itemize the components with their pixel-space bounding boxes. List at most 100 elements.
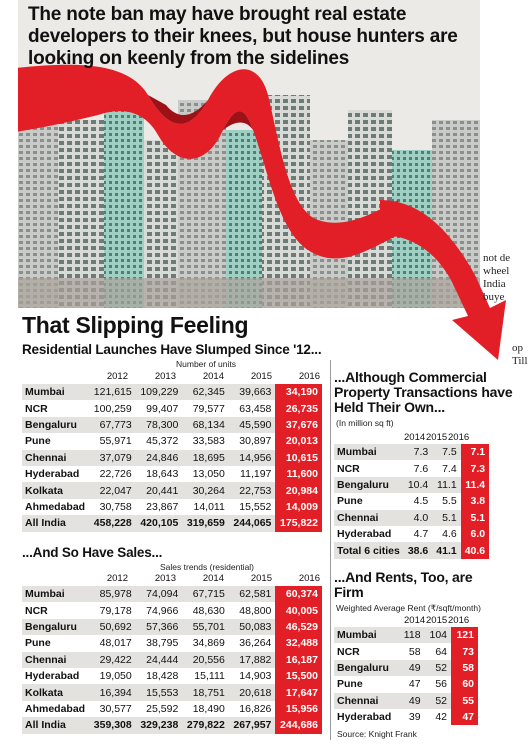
value-cell: 33,583 [192,435,225,448]
value-cell: 14,956 [228,449,276,466]
city-cell: Pune [337,678,363,691]
value-cell: 68,134 [182,416,229,434]
highlight-value-cell: 17,647 [275,684,322,701]
value-cell: 63,458 [239,402,272,415]
city-cell: Bengaluru [22,618,90,636]
value-cell: 25,592 [146,702,179,715]
year-header-spacer [22,371,84,382]
value-cell: 39,663 [228,384,276,401]
value-cell: 16,394 [89,684,136,701]
table-row: Chennai 49 52 55 [334,692,478,709]
value-cell: 78,300 [135,416,183,434]
value-cell: 15,111 [194,670,225,683]
city-cell: Pune [25,637,51,650]
highlight-value-cell: 55 [451,692,478,709]
value-cell: 7.6 [413,462,429,475]
value-cell: 49 [398,659,425,677]
value-cell: 64 [435,645,448,658]
value-cell: 62,345 [182,384,229,401]
value-cell: 57,366 [135,618,183,636]
year-label: 2014 [404,615,426,626]
highlight-value-cell: 60,374 [275,586,322,603]
highlight-value-cell: 34,190 [275,384,322,401]
value-cell: 36,264 [239,637,272,650]
value-cell: 319,659 [182,515,229,532]
city-cell: Kolkata [22,482,90,499]
value-cell: 14,011 [193,500,225,513]
value-cell: 48,630 [192,604,225,617]
main-title: That Slipping Feeling [22,312,249,338]
value-cell: 24,846 [135,449,183,466]
highlight-value-cell: 46,529 [275,618,322,636]
year-label: 2013 [154,371,176,382]
value-cell: 267,957 [228,717,276,734]
year-label: 2016 [448,615,470,626]
city-cell: Pune [25,435,51,448]
value-cell: 279,822 [182,717,229,734]
city-cell: Hyderabad [25,468,80,481]
value-cell: 11.1 [432,476,461,494]
value-cell: 458,228 [89,515,136,532]
value-cell: 24,444 [135,651,183,668]
value-cell: 18,490 [192,702,225,715]
year-header-spacer [22,573,84,584]
value-cell: 109,229 [135,384,183,401]
value-cell: 67,715 [182,586,229,603]
headline: The note ban may have brought real estat… [28,4,458,69]
value-cell: 55,701 [182,618,229,636]
city-cell: Chennai [22,449,90,466]
value-cell: 85,978 [89,586,136,603]
table-row: Hyderabad 39 42 47 [334,708,478,726]
value-cell: 74,966 [146,604,179,617]
table-row: NCR 58 64 73 [334,643,478,660]
value-cell: 38.6 [403,542,433,559]
value-cell: 16,826 [239,702,272,715]
year-label: 2015 [426,432,448,443]
value-cell: 67,773 [89,416,136,434]
value-cell: 4.5 [413,495,429,508]
value-cell: 18,428 [146,670,179,683]
year-label: 2012 [106,371,128,382]
table-row: All India 458,228 420,105 319,659 244,065 175… [22,515,322,532]
highlight-value-cell: 5.1 [460,509,490,526]
city-cell: Mumbai [334,627,399,644]
value-cell: 359,308 [89,717,136,734]
highlight-value-cell: 40.6 [460,542,490,559]
city-cell: NCR [337,645,360,658]
city-cell: Total 6 cities [334,542,404,559]
value-cell: 5.1 [432,509,461,526]
value-cell: 22,047 [89,482,136,499]
city-cell: Bengaluru [22,416,90,434]
snippet-line: op [512,342,523,354]
table-row: Total 6 cities 38.6 41.1 40.6 [334,542,490,559]
value-cell: 37,079 [89,449,136,466]
highlight-value-cell: 11,600 [275,465,322,483]
value-cell: 49 [398,692,425,709]
highlight-value-cell: 20,013 [275,433,322,450]
snippet-line: not de [483,252,511,264]
value-cell: 47 [408,678,421,691]
table-row: Chennai 29,422 24,444 20,556 17,882 16,187 [22,651,322,668]
table-row: Hyderabad 4.7 4.6 6.0 [334,525,490,543]
value-cell: 41.1 [432,542,461,559]
highlight-value-cell: 20,984 [275,482,322,499]
snippet-line: Till [512,355,528,367]
table-row: NCR 7.6 7.4 7.3 [334,460,490,477]
table-row: Chennai 4.0 5.1 5.1 [334,509,490,526]
year-label: 2014 [202,573,224,584]
table-row: Kolkata 16,394 15,553 18,751 20,618 17,647 [22,684,322,701]
value-cell: 13,050 [192,468,225,481]
table-row: Pune 48,017 38,795 34,869 36,264 32,488 [22,635,322,652]
rents-year-header: 2014 2015 2016 [334,615,472,626]
value-cell: 17,882 [228,651,276,668]
city-cell: Bengaluru [334,659,399,677]
city-cell: Ahmedabad [25,500,86,513]
launches-title: Residential Launches Have Slumped Since … [22,342,322,357]
highlight-value-cell: 3.8 [460,493,490,510]
launches-table: Mumbai 121,615 109,229 62,345 39,663 34,190 NC… [22,384,322,532]
value-cell: 20,556 [182,651,229,668]
value-cell: 34,869 [192,637,225,650]
value-cell: 50,083 [228,618,276,636]
value-cell: 15,552 [239,500,272,513]
year-label: 2016 [448,432,470,443]
